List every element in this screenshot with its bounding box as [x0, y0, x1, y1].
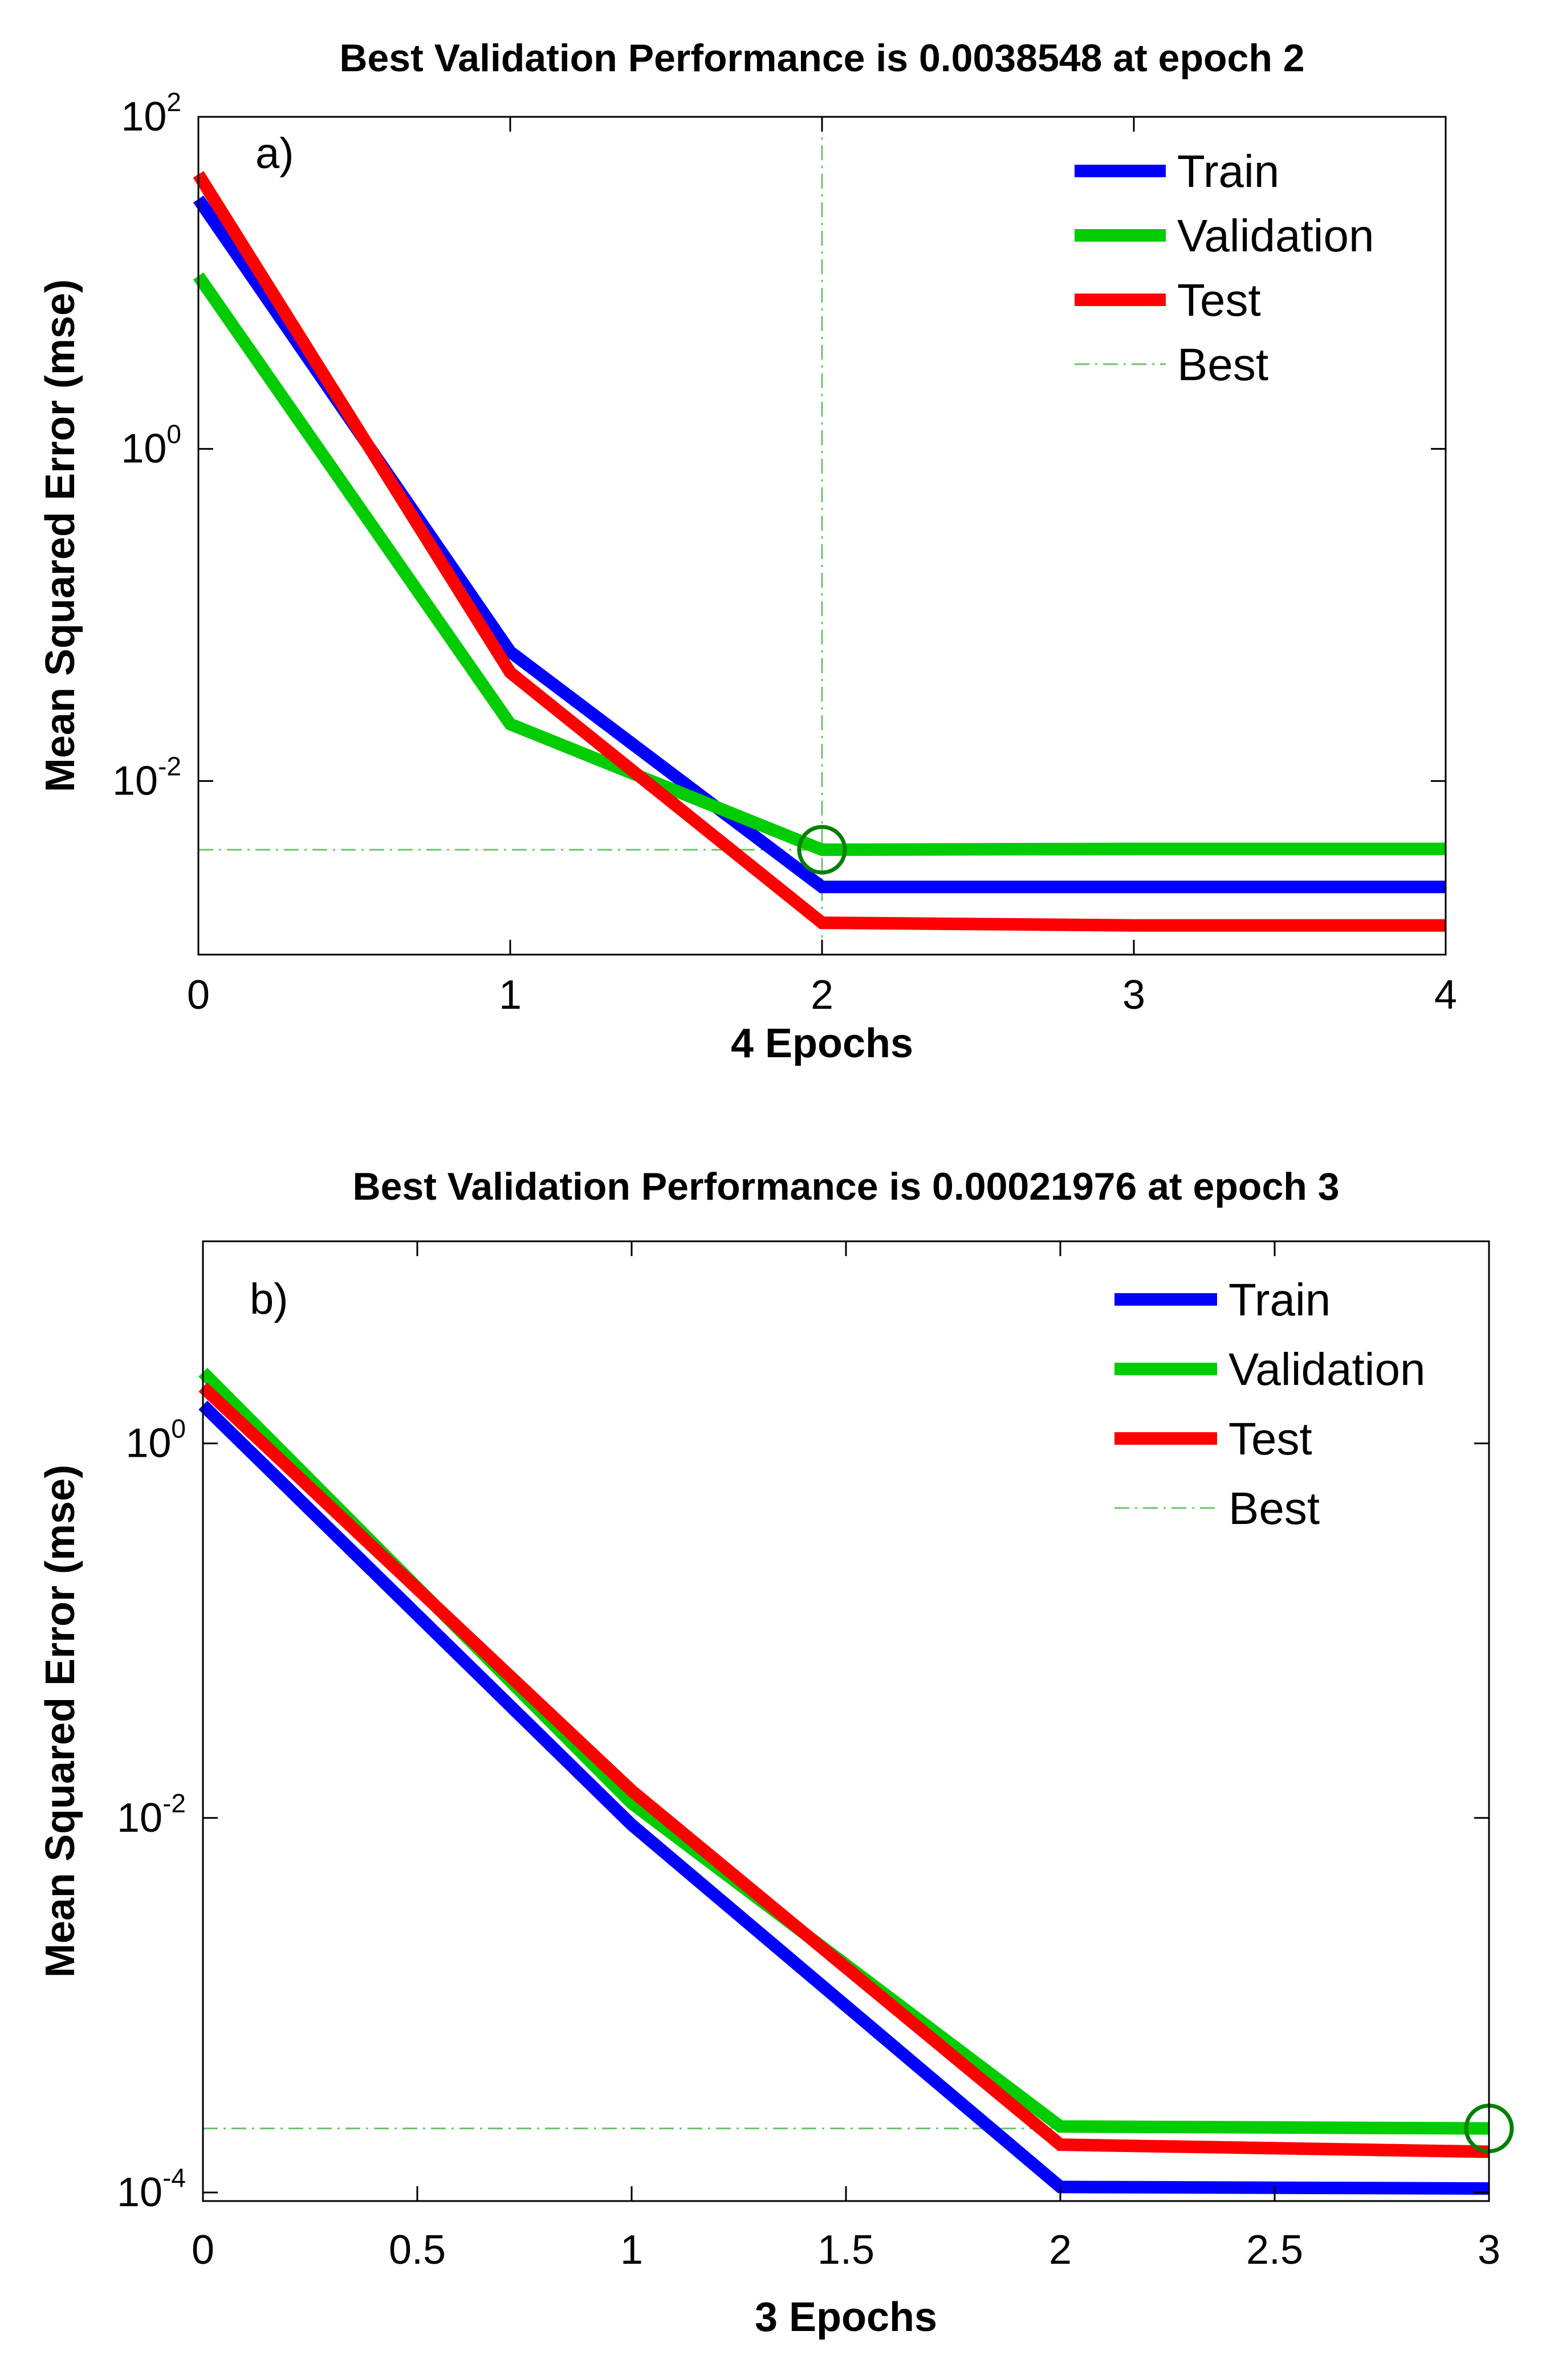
x-tick-label: 0.5: [389, 2227, 446, 2273]
best-marker: [797, 825, 847, 875]
chart-title: Best Validation Performance is 0.0002197…: [352, 1165, 1339, 1208]
chart-a: Best Validation Performance is 0.0038548…: [38, 36, 1457, 1066]
panel-label: a): [255, 129, 294, 178]
y-tick-label: 100: [121, 419, 181, 472]
x-tick-label: 4: [1434, 972, 1457, 1018]
y-tick-exponent: -4: [162, 2163, 186, 2192]
chart-b: Best Validation Performance is 0.0002197…: [38, 1165, 1514, 2340]
x-tick-label: 1.5: [817, 2227, 874, 2273]
y-tick-base: 10: [117, 1795, 162, 1841]
legend-label-test: Test: [1228, 1413, 1312, 1464]
legend: Train Validation Test Best: [1114, 1274, 1425, 1534]
x-axis-label: 3 Epochs: [755, 2295, 937, 2340]
y-tick-base: 10: [125, 1421, 171, 1466]
y-axis-label: Mean Squared Error (mse): [38, 1465, 83, 1978]
y-tick-exponent: 0: [171, 1414, 186, 1444]
x-tick-label: 2: [811, 972, 833, 1018]
y-tick-label: 10-2: [112, 751, 181, 804]
x-tick-label: 3: [1122, 972, 1145, 1018]
legend-label-best: Best: [1228, 1483, 1320, 1534]
legend: Train Validation Test Best: [1075, 146, 1374, 390]
chart-title: Best Validation Performance is 0.0038548…: [339, 36, 1304, 80]
y-tick-label: 10-2: [117, 1788, 186, 1841]
x-tick-label: 2: [1049, 2227, 1072, 2273]
y-tick-base: 10: [117, 2170, 162, 2215]
y-axis-label: Mean Squared Error (mse): [38, 279, 83, 792]
series-lines: [193, 171, 1446, 932]
y-tick-base: 10: [121, 426, 166, 472]
legend-label-validation: Validation: [1228, 1344, 1425, 1395]
legend-label-train: Train: [1177, 146, 1279, 197]
y-tick-label: 100: [125, 1414, 186, 1466]
series-line-validation: [193, 272, 1446, 856]
legend-label-best: Best: [1177, 339, 1268, 390]
y-tick-exponent: -2: [162, 1788, 186, 1818]
legend-label-train: Train: [1228, 1274, 1331, 1325]
series-line-test: [198, 1382, 1490, 2158]
legend-label-validation: Validation: [1177, 210, 1374, 261]
y-tick-label: 102: [121, 87, 181, 140]
y-tick-exponent: 0: [166, 419, 181, 449]
y-tick-label: 10-4: [117, 2163, 186, 2215]
x-tick-label: 0: [187, 972, 210, 1018]
legend-label-test: Test: [1177, 275, 1261, 325]
panel-label: b): [250, 1275, 288, 1323]
y-tick-base: 10: [121, 94, 166, 140]
x-axis-label: 4 Epochs: [731, 1021, 913, 1066]
y-tick-base: 10: [112, 758, 158, 804]
x-tick-label: 3: [1478, 2227, 1500, 2273]
x-tick-label: 1: [620, 2227, 643, 2273]
y-tick-exponent: 2: [166, 87, 181, 117]
x-tick-label: 0: [192, 2227, 214, 2273]
series-line-test: [193, 171, 1446, 932]
x-tick-label: 1: [499, 972, 522, 1018]
x-tick-label: 2.5: [1246, 2227, 1303, 2273]
y-tick-exponent: -2: [158, 751, 181, 781]
